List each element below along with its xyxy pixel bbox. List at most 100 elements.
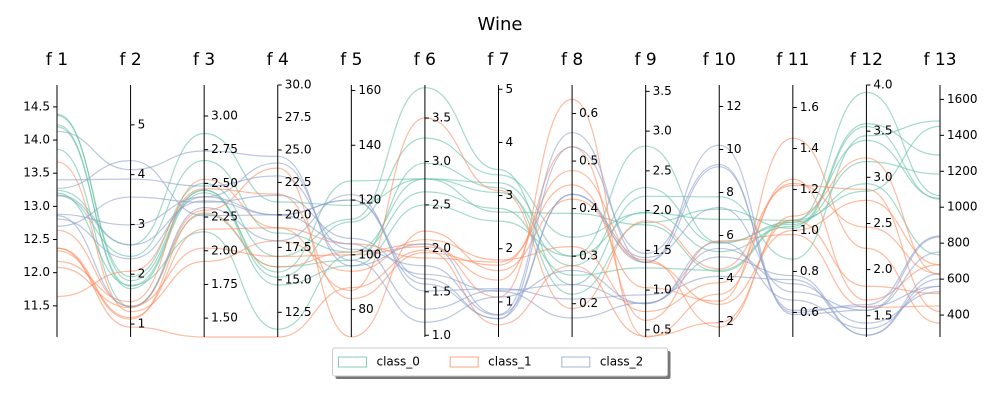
tick-label: 2.00: [211, 243, 238, 257]
tick-label: 1: [506, 294, 514, 308]
tick-label: 0.4: [579, 201, 598, 215]
axis-title: f 1: [46, 50, 68, 70]
tick-label: 11.5: [23, 298, 50, 312]
tick-label: 13.0: [23, 199, 50, 213]
tick-label: 0.5: [653, 322, 672, 336]
tick-label: 4: [506, 135, 514, 149]
tick-label: 1000: [947, 200, 978, 214]
data-line: [56, 130, 941, 316]
tick-label: 27.5: [285, 110, 312, 124]
tick-label: 0.5: [579, 154, 598, 168]
data-line: [56, 132, 941, 273]
axis-title: f 2: [119, 50, 141, 70]
tick-label: 2.50: [211, 176, 238, 190]
tick-label: 25.0: [285, 142, 312, 156]
tick-label: 1.0: [432, 328, 451, 342]
tick-label: 2.5: [432, 197, 451, 211]
tick-label: 800: [947, 236, 970, 250]
legend-label: class_2: [600, 355, 643, 369]
tick-label: 1.2: [800, 182, 819, 196]
tick-label: 1.5: [432, 284, 451, 298]
legend-swatch: [561, 356, 591, 368]
axis-title: f 10: [703, 50, 736, 70]
tick-label: 100: [358, 247, 381, 261]
tick-label: 1400: [947, 128, 978, 142]
axis-title: f 13: [923, 50, 956, 70]
tick-label: 1.50: [211, 311, 238, 325]
chart-title: Wine: [478, 14, 523, 35]
tick-label: 2.0: [873, 262, 892, 276]
axes: f 111.512.012.513.013.514.014.5f 212345f…: [23, 50, 977, 342]
tick-label: 15.0: [285, 272, 312, 286]
tick-label: 5: [138, 117, 146, 131]
tick-label: 12: [726, 99, 741, 113]
tick-label: 6: [726, 228, 734, 242]
tick-label: 14.5: [23, 99, 50, 113]
tick-label: 8: [726, 185, 734, 199]
axis-title: f 5: [340, 50, 362, 70]
tick-label: 2: [506, 241, 514, 255]
tick-label: 12.0: [23, 265, 50, 279]
tick-label: 1: [138, 317, 146, 331]
tick-label: 10: [726, 142, 741, 156]
tick-label: 3.00: [211, 108, 238, 122]
axis-title: f 3: [193, 50, 215, 70]
tick-label: 12.5: [285, 305, 312, 319]
tick-label: 2.5: [653, 163, 672, 177]
tick-label: 22.5: [285, 175, 312, 189]
tick-label: 3.5: [873, 124, 892, 138]
tick-label: 0.6: [800, 305, 819, 319]
tick-label: 2.0: [432, 241, 451, 255]
tick-label: 1.0: [800, 223, 819, 237]
tick-label: 1.4: [800, 141, 819, 155]
tick-label: 80: [358, 302, 373, 316]
tick-label: 4: [138, 167, 146, 181]
tick-label: 5: [506, 82, 514, 96]
axis-title: f 9: [635, 50, 657, 70]
tick-label: 0.2: [579, 296, 598, 310]
tick-label: 14.0: [23, 133, 50, 147]
legend-frame: [332, 347, 668, 377]
tick-label: 120: [358, 193, 381, 207]
tick-label: 13.5: [23, 166, 50, 180]
tick-label: 20.0: [285, 207, 312, 221]
tick-label: 2: [138, 267, 146, 281]
tick-label: 2: [726, 314, 734, 328]
tick-label: 1.0: [653, 283, 672, 297]
data-line: [56, 193, 941, 336]
data-line: [56, 146, 941, 321]
tick-label: 1.6: [800, 100, 819, 114]
axis-title: f 7: [487, 50, 509, 70]
tick-label: 4.0: [873, 78, 892, 92]
tick-label: 2.25: [211, 210, 238, 224]
tick-label: 1.5: [653, 243, 672, 257]
legend-label: class_0: [377, 355, 420, 369]
tick-label: 1.75: [211, 277, 238, 291]
tick-label: 0.8: [800, 264, 819, 278]
tick-label: 3: [506, 188, 514, 202]
tick-label: 400: [947, 308, 970, 322]
tick-label: 12.5: [23, 232, 50, 246]
legend-swatch: [449, 356, 479, 368]
tick-label: 3: [138, 217, 146, 231]
tick-label: 600: [947, 272, 970, 286]
tick-label: 1200: [947, 164, 978, 178]
tick-label: 1.5: [873, 308, 892, 322]
tick-label: 2.5: [873, 216, 892, 230]
tick-label: 2.75: [211, 142, 238, 156]
tick-label: 3.5: [653, 84, 672, 98]
data-line: [56, 144, 941, 319]
legend-swatch: [338, 356, 367, 368]
axis-title: f 6: [414, 50, 436, 70]
data-line: [56, 194, 941, 336]
tick-label: 4: [726, 271, 734, 285]
tick-label: 3.5: [432, 111, 451, 125]
axis-title: f 12: [850, 50, 883, 70]
tick-label: 160: [358, 83, 381, 97]
tick-label: 0.6: [579, 106, 598, 120]
legend: class_0 class_1 class_2: [332, 347, 671, 379]
axis-title: f 11: [776, 50, 809, 70]
tick-label: 140: [358, 138, 381, 152]
tick-label: 2.0: [653, 203, 672, 217]
